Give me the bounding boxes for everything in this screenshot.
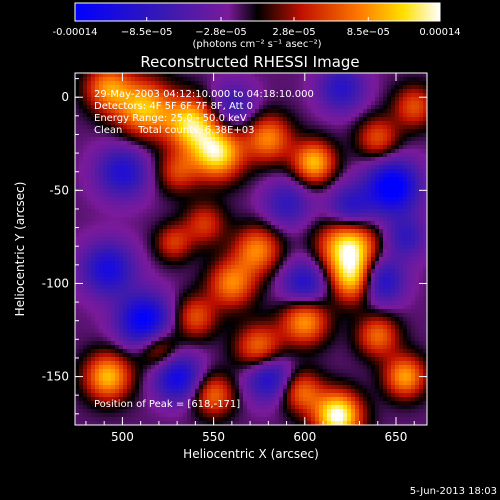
detectors-label: Detectors: 4F 5F 6F 7F 8F, Att 0 [94,101,253,112]
plot-frame [74,72,428,426]
colorbar-tick-label: −8.5e−05 [121,27,173,38]
x-axis: 500 550 600 650 [85,73,415,444]
annotation-block: 29-May-2003 04:12:10.000 to 04:18:10.000… [94,89,314,136]
footer-date: 5-Jun-2013 18:03 [410,486,497,497]
peak-position-label: Position of Peak = [618,-171] [94,399,240,410]
colorbar-ticks: -0.00014 −8.5e−05 −2.8e−05 2.8e−05 8.5e−05 0.… [53,17,461,38]
colorbar [74,2,441,22]
time-range-label: 29-May-2003 04:12:10.000 to 04:18:10.000 [94,89,314,100]
y-axis-label: Heliocentric Y (arcsec) [13,182,27,317]
colorbar-tick-label: 8.5e−05 [347,27,390,38]
colorbar-tick-label: −2.8e−05 [195,27,247,38]
colorbar-tick-label: 2.8e−05 [272,27,315,38]
colorbar-units-label: (photons cm⁻² s⁻¹ asec⁻²) [192,39,321,50]
x-tick-label: 500 [111,430,134,444]
x-axis-label: Heliocentric X (arcsec) [183,447,319,461]
y-tick-label: 0 [61,90,69,104]
y-tick-label: -150 [42,370,69,384]
y-tick-label: -100 [42,276,69,290]
colorbar-tick-label: -0.00014 [53,27,98,38]
y-tick-label: -50 [49,183,69,197]
y-axis: 0 -50 -100 -150 [42,78,427,415]
image-area [75,73,427,425]
x-tick-label: 600 [293,430,316,444]
clean-counts-label: Clean Total counts: 6.38E+03 [94,125,254,136]
chart-title: Reconstructed RHESSI Image [140,53,359,71]
x-tick-label: 550 [202,430,225,444]
x-tick-label: 650 [385,430,408,444]
colorbar-tick-label: 0.00014 [419,27,460,38]
energy-range-label: Energy Range: 25.0 - 50.0 keV [94,113,247,124]
